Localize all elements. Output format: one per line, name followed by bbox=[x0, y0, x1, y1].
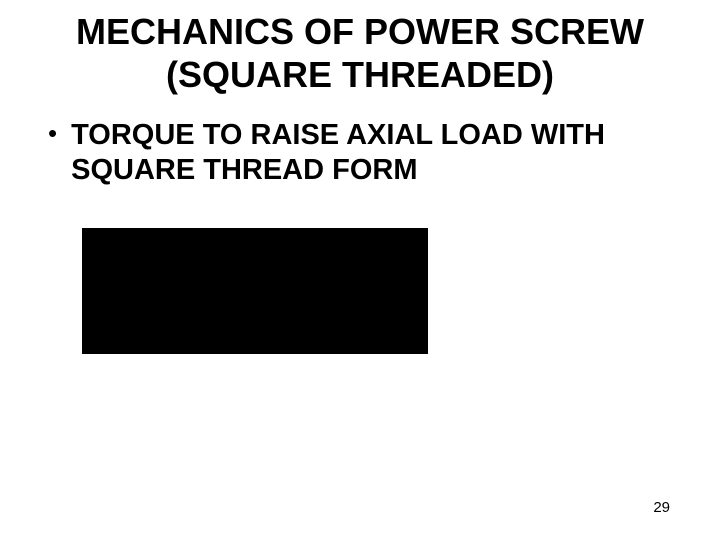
page-number: 29 bbox=[653, 499, 670, 516]
slide-title: MECHANICS OF POWER SCREW (SQUARE THREADE… bbox=[0, 0, 720, 96]
bullet-container: • TORQUE TO RAISE AXIAL LOAD WITH SQUARE… bbox=[0, 118, 720, 188]
title-line-1: MECHANICS OF POWER SCREW bbox=[0, 10, 720, 53]
title-line-2: (SQUARE THREADED) bbox=[0, 53, 720, 96]
bullet-row: • TORQUE TO RAISE AXIAL LOAD WITH SQUARE… bbox=[48, 118, 690, 188]
redacted-formula-block bbox=[82, 228, 428, 354]
bullet-text: TORQUE TO RAISE AXIAL LOAD WITH SQUARE T… bbox=[71, 118, 690, 188]
bullet-marker: • bbox=[48, 118, 57, 149]
